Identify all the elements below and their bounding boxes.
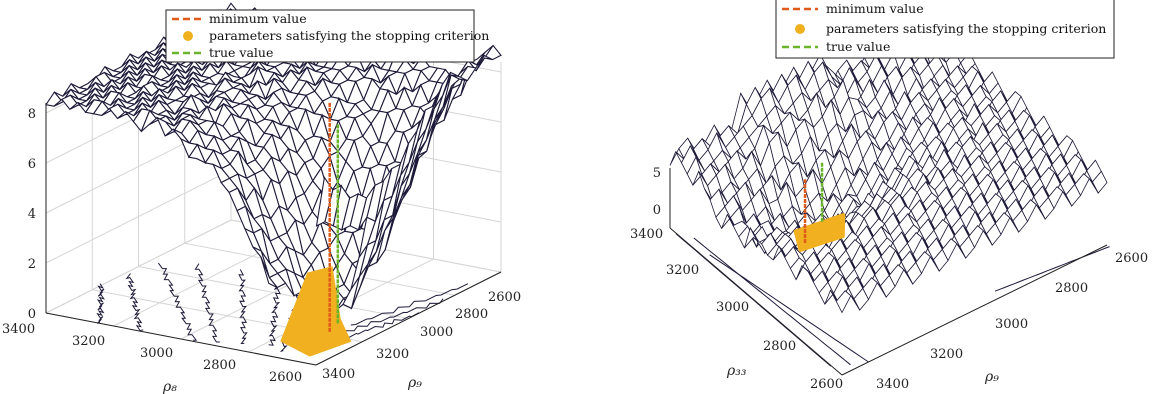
right-x-tick-labels: 2600 2800 3000 3200 3400 xyxy=(876,251,1148,392)
right-x-tick: 3000 xyxy=(995,317,1028,332)
right-legend: minimum value parameters satisfying the … xyxy=(775,0,1115,59)
right-y-axis xyxy=(669,227,843,376)
left-y-tick: 3200 xyxy=(72,334,105,349)
left-legend: minimum value parameters satisfying the … xyxy=(165,9,489,63)
left-z-tick: 0 xyxy=(28,307,36,322)
right-legend-true-label: true value xyxy=(826,39,890,54)
left-y-tick: 2600 xyxy=(269,370,302,385)
right-markers xyxy=(793,161,846,252)
right-contour-line xyxy=(693,237,851,366)
left-contour-line xyxy=(268,278,282,346)
left-contour-line xyxy=(125,273,144,332)
left-x-axis xyxy=(315,271,502,366)
right-x-axis xyxy=(841,244,1108,376)
left-y-axis-label: ρ₈ xyxy=(162,379,177,394)
left-x-tick: 3400 xyxy=(322,367,355,382)
left-z-tick: 4 xyxy=(28,207,36,222)
right-contour-line xyxy=(709,254,869,363)
right-y-tick-labels: 3400 3200 3000 2800 2600 xyxy=(630,227,843,392)
left-stopping-region xyxy=(280,266,352,357)
right-y-tick: 3000 xyxy=(716,300,749,315)
right-y-axis-label: ρ₃₃ xyxy=(726,363,747,379)
left-legend-stop-swatch xyxy=(183,31,193,41)
left-z-tick-labels: 0 2 4 6 8 xyxy=(28,107,36,322)
right-surface-plot: 0 5 3400 3200 3000 2800 2600 2600 2800 3… xyxy=(630,0,1148,392)
right-legend-box xyxy=(775,0,1115,59)
left-z-tick: 2 xyxy=(28,257,36,272)
left-markers xyxy=(280,101,352,357)
right-surface-cell xyxy=(835,290,852,314)
left-x-tick: 3200 xyxy=(376,347,409,362)
left-contour-line xyxy=(157,262,198,341)
right-x-tick: 2800 xyxy=(1055,281,1088,296)
right-y-tick: 2600 xyxy=(810,377,843,392)
right-legend-stop-label: parameters satisfying the stopping crite… xyxy=(826,21,1106,36)
right-z-tick: 5 xyxy=(653,166,661,181)
right-x-axis-label: ρ₉ xyxy=(984,369,999,385)
left-x-tick-labels: 2600 2800 3000 3200 3400 xyxy=(322,290,521,382)
right-x-tick: 3200 xyxy=(930,347,963,362)
left-y-tick-labels: 3400 3200 3000 2800 2600 xyxy=(2,322,302,385)
left-surface-cell xyxy=(260,256,278,288)
left-contour-line xyxy=(238,269,248,345)
right-contour-line xyxy=(994,246,1110,292)
right-z-tick: 0 xyxy=(653,203,661,218)
left-contour-line xyxy=(194,263,220,343)
left-contour-line xyxy=(344,298,444,332)
left-grid-line xyxy=(138,266,409,319)
right-legend-min-label: minimum value xyxy=(826,1,924,16)
left-y-axis xyxy=(45,312,317,366)
left-legend-true-label: true value xyxy=(209,45,273,60)
left-x-axis-label: ρ₉ xyxy=(407,375,422,391)
left-surface-cell xyxy=(187,143,207,164)
left-contour-line xyxy=(96,283,105,324)
right-legend-stop-swatch xyxy=(795,24,805,34)
left-legend-box xyxy=(165,9,475,63)
left-x-tick: 3000 xyxy=(420,325,453,340)
right-y-tick: 3400 xyxy=(630,227,663,242)
left-legend-min-label: minimum value xyxy=(209,11,307,26)
right-z-tick-labels: 0 5 xyxy=(653,166,661,218)
left-surface-plot: 0 2 4 6 8 3400 3200 3000 2800 2600 2600 … xyxy=(2,2,521,394)
right-stopping-region xyxy=(793,213,846,252)
left-y-tick: 2800 xyxy=(203,358,236,373)
left-contour-line xyxy=(340,312,420,339)
left-axes-box xyxy=(45,103,502,366)
left-contour-line xyxy=(350,283,469,326)
left-y-tick: 3000 xyxy=(140,346,173,361)
left-x-tick: 2800 xyxy=(455,307,488,322)
left-y-tick: 3400 xyxy=(2,322,35,337)
left-x-tick: 2600 xyxy=(488,290,521,305)
left-z-tick: 6 xyxy=(28,157,36,172)
left-z-tick: 8 xyxy=(28,107,36,122)
right-y-tick: 3200 xyxy=(666,263,699,278)
right-x-tick: 2600 xyxy=(1115,251,1148,266)
right-surface-mesh xyxy=(669,20,1108,314)
right-y-tick: 2800 xyxy=(763,339,796,354)
right-x-tick: 3400 xyxy=(876,377,909,392)
left-legend-stop-label: parameters satisfying the stopping crite… xyxy=(209,28,489,43)
